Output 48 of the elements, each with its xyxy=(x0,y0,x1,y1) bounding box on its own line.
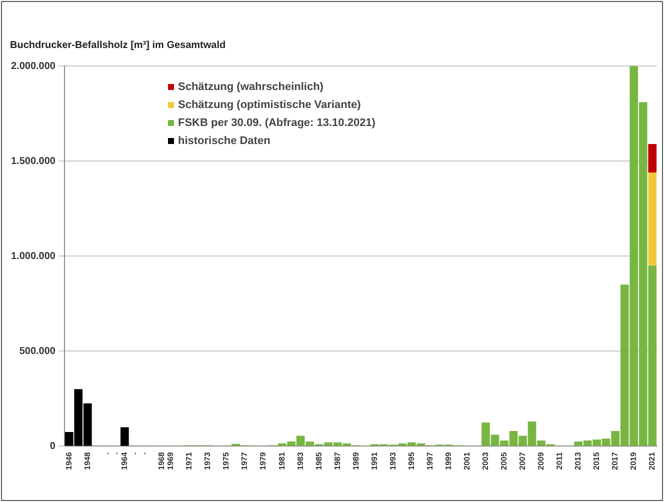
x-tick-label: 1968 xyxy=(156,452,166,470)
x-tick-label: 1964 xyxy=(120,452,129,470)
x-tick-label: . xyxy=(110,452,120,454)
x-tick-label: 1997 xyxy=(425,452,434,470)
y-tick-label: 500.000 xyxy=(19,346,56,357)
x-tick-label: 1987 xyxy=(332,452,342,470)
y-tick-label: 1.500.000 xyxy=(10,156,56,167)
legend-label: historische Daten xyxy=(178,135,270,147)
x-tick-label: 2019 xyxy=(629,452,638,470)
x-tick-label: 1971 xyxy=(184,452,194,470)
x-tick-label: 1985 xyxy=(314,452,324,470)
legend-label: Schätzung (wahrscheinlich) xyxy=(178,81,324,93)
x-tick-label: 2011 xyxy=(554,452,564,470)
x-tick-label: 1989 xyxy=(351,452,360,470)
x-tick-label: 1975 xyxy=(222,452,231,470)
x-tick-label: 1948 xyxy=(82,452,92,470)
x-tick-label: 1977 xyxy=(240,452,250,470)
x-tick-label: 1999 xyxy=(444,452,453,470)
y-tick-label: 1.000.000 xyxy=(10,250,56,262)
x-tick-label: 1981 xyxy=(277,452,286,470)
x-tick-label: 1991 xyxy=(370,452,379,470)
x-tick-label: . xyxy=(129,452,138,454)
x-tick-label: 1979 xyxy=(258,452,268,470)
x-tick-label: 2003 xyxy=(480,452,490,470)
legend-label: FSKB per 30.09. (Abfrage: 13.10.2021) xyxy=(178,117,376,129)
bar xyxy=(120,427,129,446)
x-tick-label: 2015 xyxy=(592,452,602,470)
legend-label: Schätzung (optimistische Variante) xyxy=(178,99,361,111)
x-tick-label: 1995 xyxy=(406,452,416,470)
x-tick-label: 2021 xyxy=(648,452,657,470)
y-tick-label: 0 xyxy=(50,440,56,452)
x-tick-label: 2005 xyxy=(499,452,508,470)
x-tick-label: 2013 xyxy=(574,452,583,470)
x-tick-label: 1993 xyxy=(388,452,398,470)
y-tick-label: 2.000.000 xyxy=(10,60,56,72)
bar xyxy=(648,172,657,266)
x-tick-label: 2001 xyxy=(462,452,472,470)
x-tick-label: 1946 xyxy=(64,452,74,470)
x-tick-label: 2007 xyxy=(518,452,527,470)
chart-title: Buchdrucker-Befallsholz [m³] im Gesamtwald xyxy=(10,40,226,51)
x-tick-label: . xyxy=(101,452,110,454)
x-tick-label: . xyxy=(138,452,148,454)
x-tick-label: 1973 xyxy=(203,452,212,470)
x-tick-label: 1983 xyxy=(296,452,305,470)
x-tick-label: 2009 xyxy=(536,452,546,470)
x-tick-label: 2017 xyxy=(610,452,620,470)
bar xyxy=(648,144,657,172)
x-tick-label: 1969 xyxy=(166,452,176,470)
